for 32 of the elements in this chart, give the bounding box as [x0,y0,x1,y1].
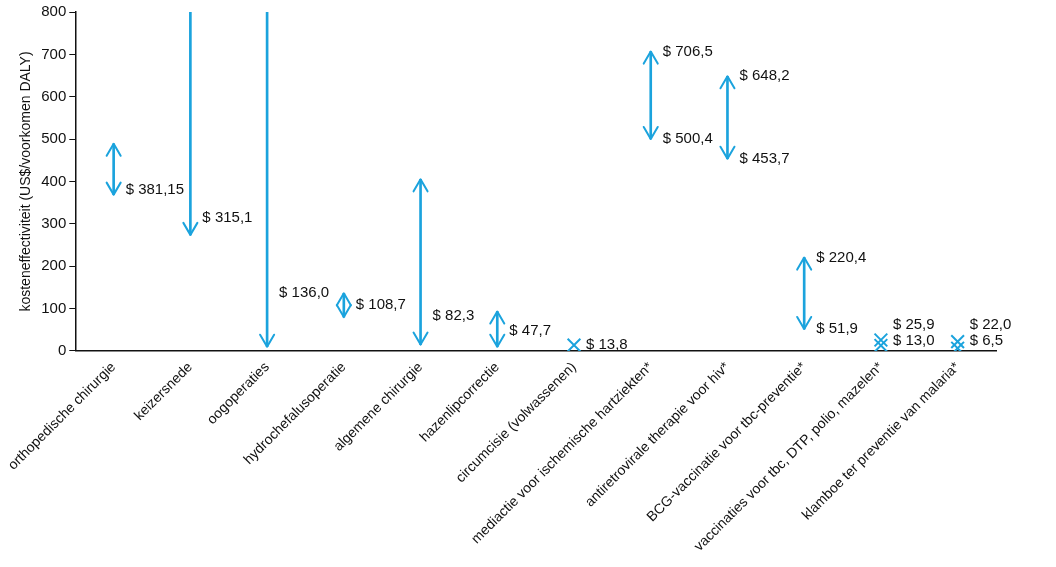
bar [649,51,653,140]
annotation: $ 108,7 [355,295,406,313]
annotation: $ 220,4 [816,247,867,265]
y-tick-label: 500 [41,129,67,147]
y-tick-label: 200 [41,256,67,274]
data-label: $ 25,9 [892,314,935,332]
y-tick-label: 300 [41,214,67,231]
annotation: $ 51,9 [816,319,858,337]
bar [112,143,115,195]
annotation: $ 453,7 [739,148,790,166]
annotation: $ 47,7 [509,320,551,338]
data-label: $ 13,0 [892,330,935,348]
data-label: $ 6,5 [969,330,1004,348]
annotation: $ 706,5 [662,41,713,59]
annotation: $ 136,0 [279,283,330,301]
bar [419,179,422,345]
annotation: $ 381,15 [125,179,185,197]
bar [189,12,192,236]
y-tick-label: 100 [41,298,67,316]
annotation: $ 315,1 [202,207,253,225]
bar [726,75,729,160]
annotation: $ 500,4 [662,129,713,147]
y-axis-title: kosteneffectiviteit (US$/voorkomen DALY) [16,51,33,312]
y-tick-label: 700 [41,44,67,62]
data-label: $ 13,8 [586,335,628,353]
y-tick-label: 800 [41,2,67,20]
data-label: $ 22,0 [969,314,1012,332]
annotation: $ 82,3 [432,306,475,324]
y-tick-label: 0 [57,341,67,359]
y-tick-label: 400 [41,171,67,189]
annotation: $ 648,2 [739,66,790,84]
y-tick-label: 600 [41,86,67,104]
